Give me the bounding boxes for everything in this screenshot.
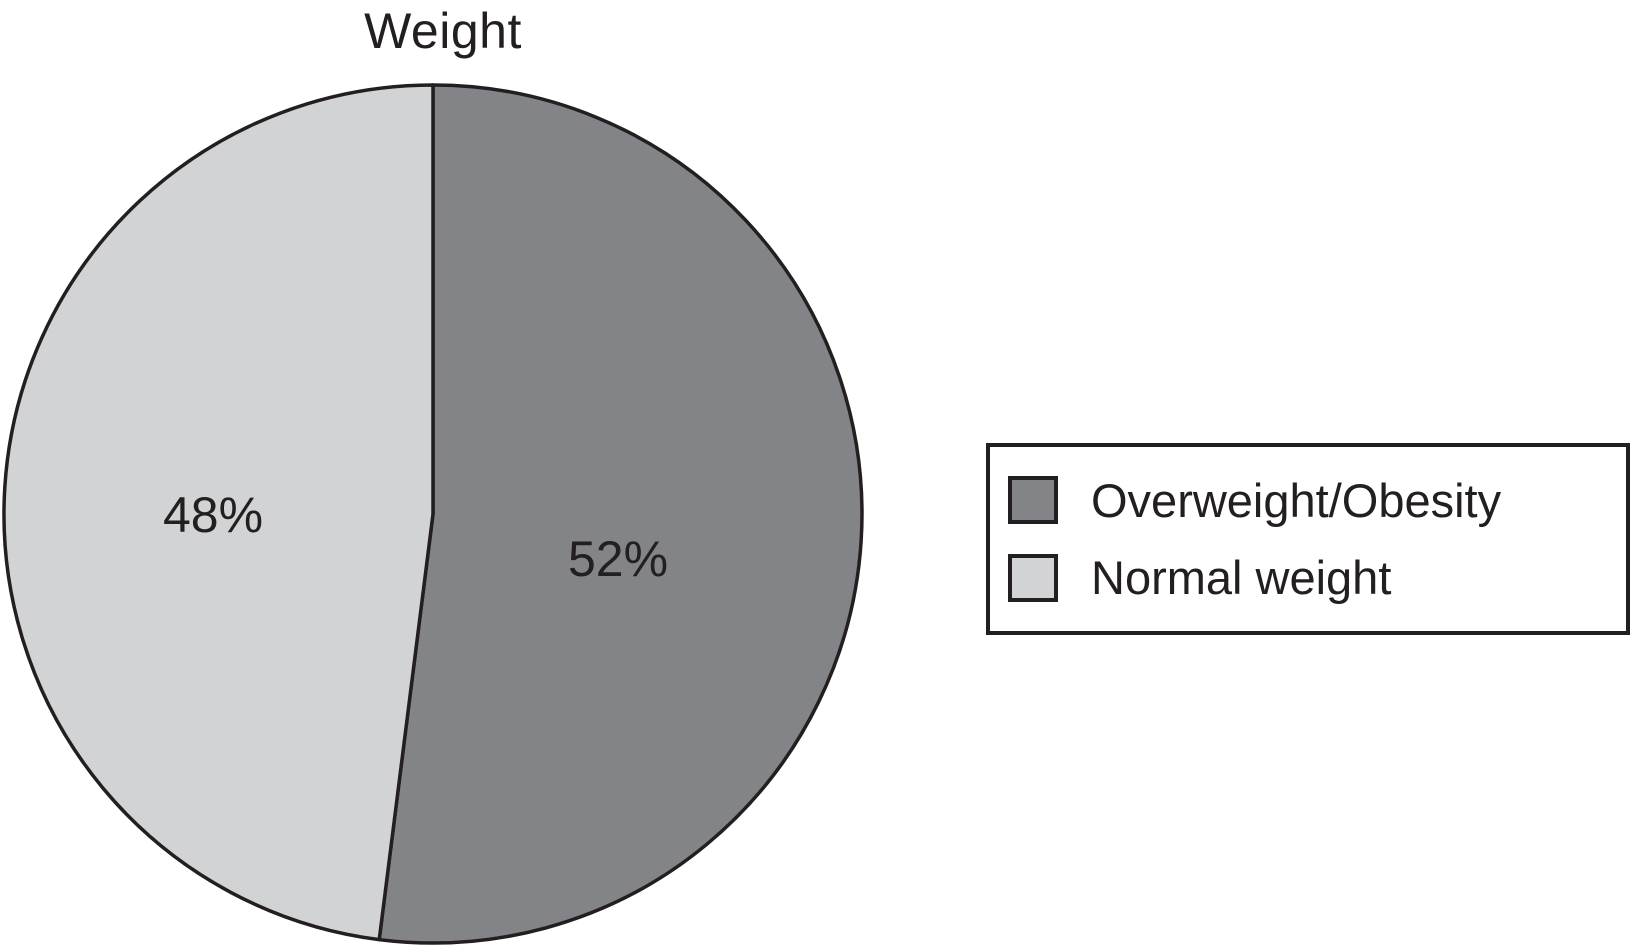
chart-title: Weight (364, 3, 522, 59)
legend-item-normal-weight: Normal weight (1008, 551, 1626, 605)
pie-chart: 52% 48% (2, 83, 864, 945)
legend-label-normal-weight: Normal weight (1091, 551, 1392, 605)
pie-slice-overweight (377, 83, 864, 945)
legend-swatch-normal-weight-icon (1008, 553, 1058, 602)
legend-swatch-overweight-icon (1008, 476, 1058, 525)
legend-label-overweight: Overweight/Obesity (1091, 473, 1502, 527)
pie-slice-normal-weight (2, 83, 435, 942)
legend: Overweight/Obesity Normal weight (986, 443, 1630, 635)
legend-item-overweight: Overweight/Obesity (1008, 473, 1626, 527)
slice-value-label: 52% (568, 531, 668, 587)
slice-value-label: 48% (163, 487, 263, 543)
